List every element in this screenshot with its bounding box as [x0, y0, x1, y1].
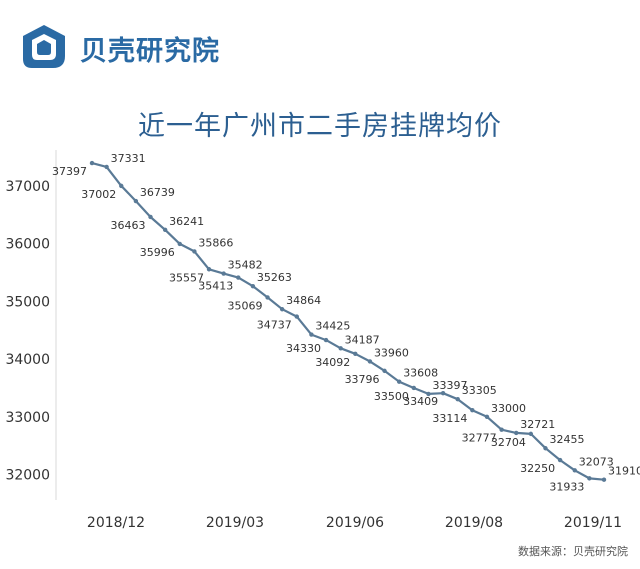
- data-label: 33397: [432, 379, 467, 392]
- data-label: 33500: [374, 390, 409, 403]
- data-label: 33796: [345, 373, 380, 386]
- data-label: 32073: [579, 455, 614, 468]
- data-label: 34737: [257, 319, 292, 332]
- y-tick-label: 33000: [5, 410, 50, 426]
- data-point: [133, 198, 139, 204]
- data-label: 36463: [111, 219, 146, 232]
- data-label: 35413: [198, 280, 233, 293]
- data-point: [119, 183, 124, 189]
- data-label: 32455: [549, 433, 584, 446]
- brand-name: 贝壳研究院: [80, 35, 220, 67]
- data-label: 34330: [286, 342, 321, 355]
- brand: 贝壳研究院: [18, 22, 220, 74]
- x-tick-label: 2019/06: [326, 515, 384, 531]
- data-label: 34187: [345, 333, 380, 346]
- data-point: [250, 284, 256, 289]
- data-label: 34425: [315, 320, 350, 333]
- data-point: [557, 457, 563, 463]
- data-label: 35996: [140, 246, 175, 259]
- data-label: 37331: [111, 152, 146, 165]
- data-point: [309, 332, 314, 337]
- data-label: 32777: [462, 432, 497, 445]
- data-point: [440, 391, 446, 396]
- data-label: 36739: [140, 186, 175, 199]
- data-point: [470, 408, 475, 413]
- data-point: [411, 385, 417, 391]
- data-point: [426, 391, 431, 397]
- data-point: [323, 337, 329, 343]
- x-tick-label: 2019/08: [445, 515, 503, 531]
- data-label: 33114: [432, 412, 467, 425]
- data-label: 33960: [374, 346, 409, 359]
- data-point: [294, 314, 299, 319]
- data-label: 31910: [608, 465, 640, 478]
- data-point: [397, 379, 402, 384]
- data-label: 32721: [520, 418, 555, 431]
- data-label: 33608: [403, 367, 438, 380]
- beike-shell-logo-icon: [23, 25, 65, 68]
- data-label: 33305: [462, 384, 497, 397]
- data-point: [514, 430, 519, 436]
- data-point: [353, 351, 358, 356]
- y-tick-label: 36000: [5, 237, 50, 253]
- data-label: 35069: [228, 299, 263, 312]
- data-label: 33000: [491, 402, 526, 415]
- data-point: [572, 468, 577, 473]
- chart-title: 近一年广州市二手房挂牌均价: [138, 111, 502, 142]
- y-tick-label: 37000: [5, 179, 50, 195]
- data-label: 34092: [315, 356, 350, 369]
- data-point: [543, 446, 548, 451]
- data-label: 33409: [403, 395, 438, 408]
- data-label: 35557: [169, 271, 204, 284]
- data-label: 35866: [198, 236, 233, 249]
- data-point: [206, 267, 212, 272]
- data-point: [221, 271, 226, 276]
- y-tick-label: 32000: [5, 468, 50, 484]
- data-label: 32250: [520, 462, 555, 475]
- data-label: 34864: [286, 294, 321, 307]
- data-point: [367, 359, 373, 364]
- data-label: 32704: [491, 436, 526, 449]
- data-point: [265, 295, 270, 300]
- data-point: [148, 214, 153, 220]
- data-label: 35482: [228, 259, 263, 272]
- data-label: 35263: [257, 271, 292, 284]
- data-point: [177, 241, 182, 247]
- data-point: [601, 477, 607, 482]
- x-tick-label: 2018/12: [87, 515, 145, 531]
- data-source: 数据来源：贝壳研究院: [518, 545, 628, 558]
- x-tick-label: 2019/11: [564, 515, 622, 531]
- data-point: [89, 160, 95, 166]
- y-tick-label: 35000: [5, 294, 50, 310]
- data-point: [162, 227, 168, 232]
- data-point: [587, 476, 592, 481]
- y-tick-label: 34000: [5, 352, 50, 368]
- data-point: [279, 307, 285, 312]
- data-label: 37397: [52, 165, 87, 178]
- data-label: 36241: [169, 215, 204, 228]
- data-label: 37002: [81, 188, 116, 201]
- x-tick-label: 2019/03: [206, 515, 264, 531]
- data-point: [528, 431, 534, 437]
- data-point: [104, 164, 109, 170]
- data-point: [382, 368, 387, 374]
- data-point: [236, 275, 241, 280]
- data-point: [338, 346, 343, 351]
- data-point: [455, 397, 460, 402]
- series-line: [91, 162, 605, 481]
- data-point: [484, 414, 490, 419]
- data-point: [499, 427, 504, 432]
- data-label: 31933: [549, 480, 584, 493]
- data-point: [192, 249, 197, 254]
